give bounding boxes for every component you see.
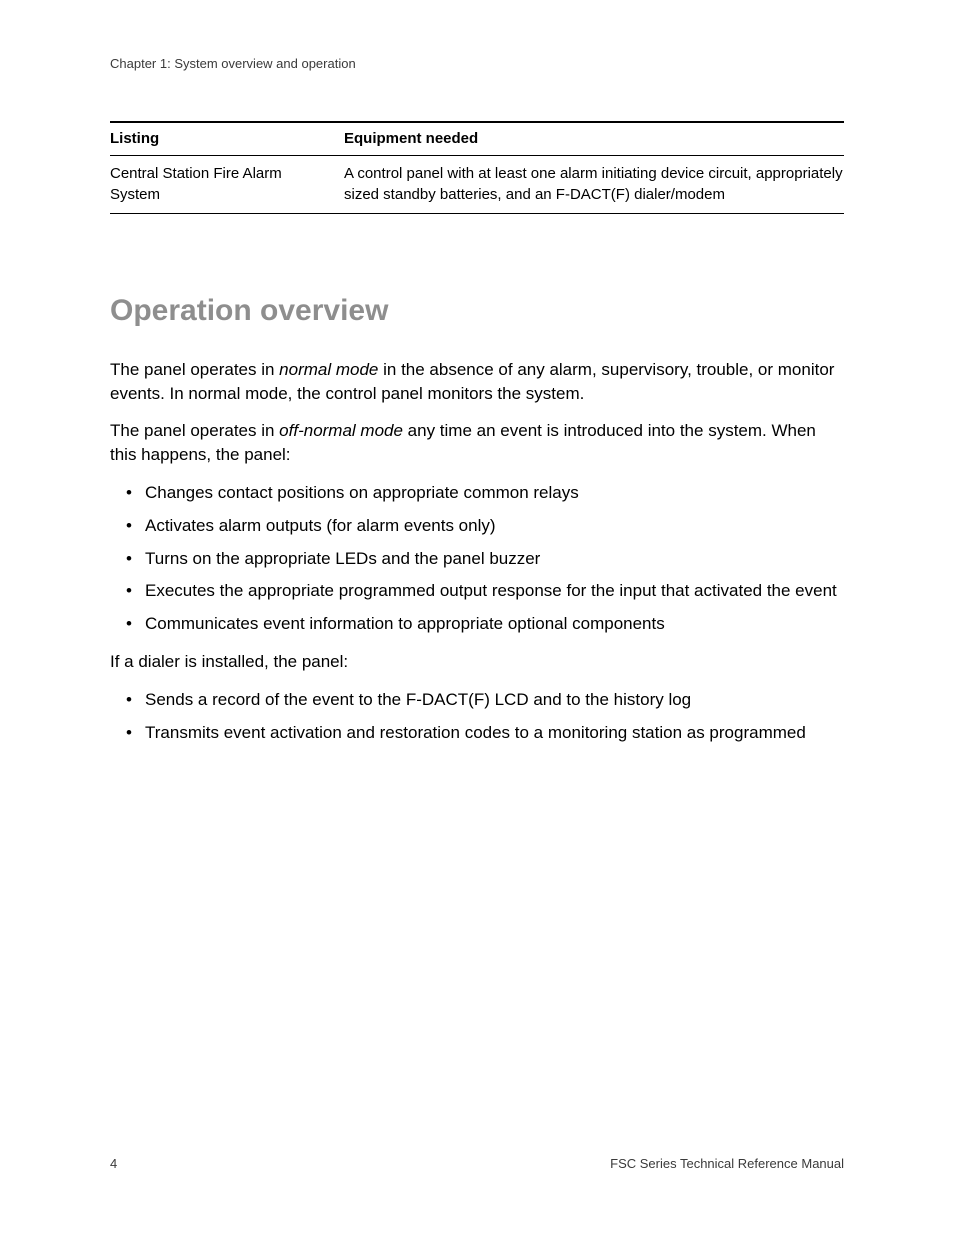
para1-pre: The panel operates in — [110, 360, 279, 379]
table-header-listing: Listing — [110, 129, 344, 149]
list-item: Communicates event information to approp… — [110, 612, 844, 636]
paragraph-normal-mode: The panel operates in normal mode in the… — [110, 358, 844, 406]
table-header-equipment: Equipment needed — [344, 129, 844, 149]
listing-table: Listing Equipment needed Central Station… — [110, 121, 844, 214]
chapter-header: Chapter 1: System overview and operation — [110, 56, 844, 71]
bullet-list-dialer-actions: Sends a record of the event to the F-DAC… — [110, 688, 844, 745]
table-header-row: Listing Equipment needed — [110, 121, 844, 156]
table-row: Central Station Fire Alarm System A cont… — [110, 156, 844, 214]
table-cell-equipment: A control panel with at least one alarm … — [344, 164, 844, 205]
list-item: Transmits event activation and restorati… — [110, 721, 844, 745]
page-footer: 4 FSC Series Technical Reference Manual — [110, 1156, 844, 1171]
list-item: Sends a record of the event to the F-DAC… — [110, 688, 844, 712]
list-item: Activates alarm outputs (for alarm event… — [110, 514, 844, 538]
section-heading: Operation overview — [110, 294, 844, 328]
manual-title: FSC Series Technical Reference Manual — [610, 1156, 844, 1171]
list-item: Changes contact positions on appropriate… — [110, 481, 844, 505]
page-number: 4 — [110, 1156, 117, 1171]
paragraph-off-normal-mode: The panel operates in off-normal mode an… — [110, 419, 844, 467]
list-item: Executes the appropriate programmed outp… — [110, 579, 844, 603]
para2-em: off-normal mode — [279, 421, 403, 440]
paragraph-dialer: If a dialer is installed, the panel: — [110, 650, 844, 674]
table-cell-listing: Central Station Fire Alarm System — [110, 164, 344, 205]
para2-pre: The panel operates in — [110, 421, 279, 440]
bullet-list-panel-actions: Changes contact positions on appropriate… — [110, 481, 844, 636]
list-item: Turns on the appropriate LEDs and the pa… — [110, 547, 844, 571]
para1-em: normal mode — [279, 360, 378, 379]
